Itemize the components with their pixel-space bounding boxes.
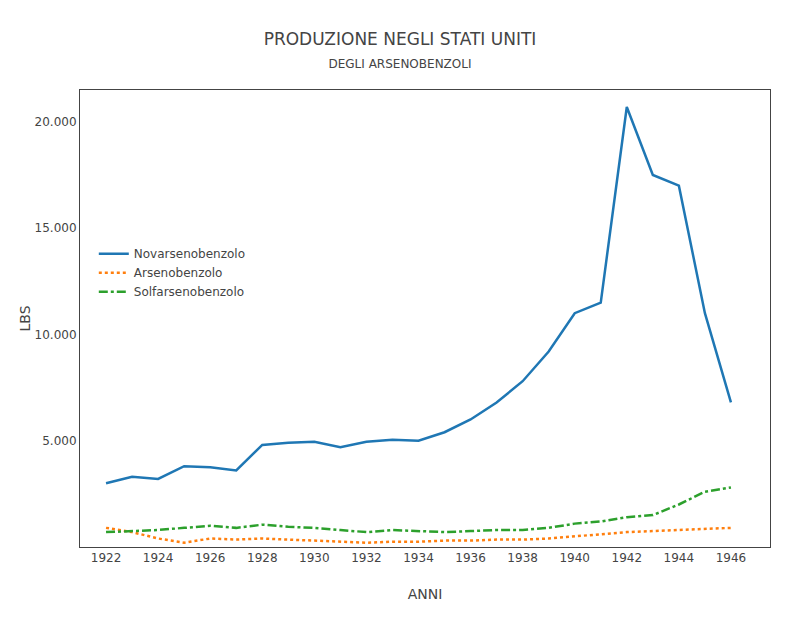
svg-text:PRODUZIONE NEGLI STATI UNITI: PRODUZIONE NEGLI STATI UNITI (264, 29, 537, 49)
svg-text:1940: 1940 (559, 551, 590, 565)
svg-text:1922: 1922 (91, 551, 122, 565)
svg-text:5.000: 5.000 (42, 434, 76, 448)
svg-text:LBS: LBS (17, 305, 33, 331)
svg-text:1938: 1938 (507, 551, 538, 565)
svg-text:10.000: 10.000 (35, 328, 77, 342)
svg-text:1924: 1924 (143, 551, 174, 565)
svg-text:1946: 1946 (716, 551, 747, 565)
svg-text:Solfarsenobenzolo: Solfarsenobenzolo (134, 285, 244, 299)
svg-text:15.000: 15.000 (35, 221, 77, 235)
svg-text:1926: 1926 (195, 551, 226, 565)
svg-text:DEGLI ARSENOBENZOLI: DEGLI ARSENOBENZOLI (328, 57, 471, 71)
svg-text:1930: 1930 (299, 551, 330, 565)
svg-text:1944: 1944 (664, 551, 695, 565)
svg-text:Arsenobenzolo: Arsenobenzolo (134, 266, 223, 280)
svg-text:1942: 1942 (612, 551, 643, 565)
svg-text:Novarsenobenzolo: Novarsenobenzolo (134, 247, 245, 261)
svg-text:1932: 1932 (351, 551, 382, 565)
svg-text:ANNI: ANNI (408, 586, 443, 602)
svg-text:1934: 1934 (403, 551, 434, 565)
svg-text:20.000: 20.000 (35, 115, 77, 129)
svg-text:1936: 1936 (455, 551, 486, 565)
svg-text:1928: 1928 (247, 551, 278, 565)
